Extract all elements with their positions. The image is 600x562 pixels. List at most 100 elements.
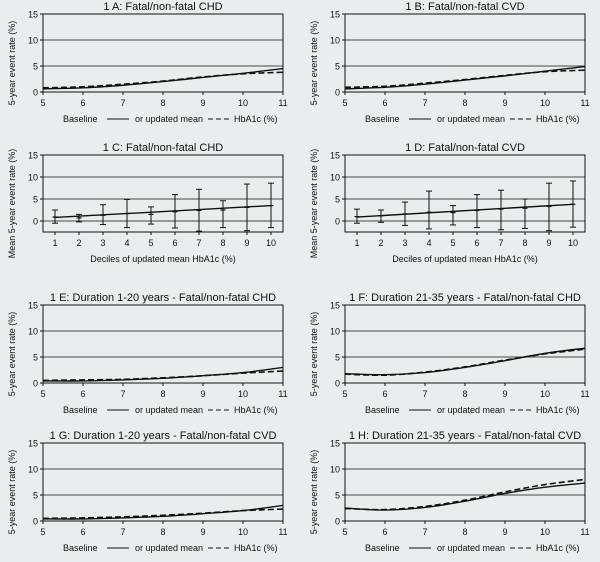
baseline-line — [42, 67, 284, 90]
error-bar — [268, 182, 274, 229]
error-bar — [426, 190, 432, 230]
y-tick-label: 0 — [335, 379, 340, 389]
x-tick-label: 9 — [244, 238, 249, 248]
updated-mean-line — [344, 69, 586, 89]
y-tick-label: 10 — [28, 327, 38, 337]
x-label-updated: or updated mean — [135, 114, 203, 124]
x-tick-label: 10 — [540, 98, 550, 108]
y-tick-label: 15 — [330, 151, 340, 161]
x-tick-label: 6 — [382, 389, 387, 399]
chart-title: 1 A: Fatal/non-fatal CHD — [103, 1, 222, 13]
y-tick-label: 5 — [33, 195, 38, 205]
x-label-updated: or updated mean — [437, 543, 505, 553]
x-tick-label: 7 — [498, 238, 503, 248]
x-tick-label: 11 — [278, 98, 287, 108]
x-tick-label: 7 — [120, 527, 125, 537]
chart-title: 1 H: Duration 21-35 years - Fatal/non-fa… — [349, 430, 581, 442]
y-tick-label: 5 — [33, 353, 38, 363]
x-tick-label: 7 — [196, 238, 201, 248]
x-tick-label: 11 — [278, 527, 287, 537]
updated-mean-line — [42, 508, 284, 520]
y-tick-label: 15 — [28, 439, 38, 449]
x-label-hba1c: HbA1c (%) — [536, 114, 580, 124]
y-tick-label: 0 — [335, 88, 340, 98]
plot-frame — [42, 304, 284, 384]
x-tick-label: 5 — [342, 527, 347, 537]
error-bar — [378, 209, 384, 223]
baseline-line — [344, 482, 586, 511]
y-tick-label: 0 — [33, 88, 38, 98]
x-tick-label: 5 — [342, 389, 347, 399]
y-tick-label: 5 — [335, 62, 340, 72]
x-label-updated: or updated mean — [135, 543, 203, 553]
y-tick-label: 0 — [335, 217, 340, 227]
x-label-updated: or updated mean — [437, 405, 505, 415]
x-tick-label: 10 — [238, 389, 248, 399]
chart-title: 1 F: Duration 21-35 years - Fatal/non-fa… — [349, 292, 581, 304]
x-tick-label: 5 — [342, 98, 347, 108]
chart-title: 1 D: Fatal/non-fatal CVD — [405, 142, 525, 154]
error-bar — [52, 209, 58, 224]
updated-mean-line — [344, 348, 586, 377]
x-tick-label: 6 — [382, 98, 387, 108]
x-label-hba1c: HbA1c (%) — [234, 405, 278, 415]
error-bar — [244, 183, 250, 232]
y-tick-label: 0 — [33, 517, 38, 527]
error-bar — [76, 213, 82, 223]
y-axis-label: 5-year event rate (%) — [309, 21, 319, 106]
y-tick-label: 15 — [330, 301, 340, 311]
x-tick-label: 5 — [148, 238, 153, 248]
error-bar — [220, 200, 226, 229]
x-tick-label: 1 — [52, 238, 57, 248]
x-axis-label: Deciles of updated mean HbA1c (%) — [392, 254, 538, 264]
x-tick-label: 7 — [422, 389, 427, 399]
trend-line — [356, 203, 574, 218]
chart-title: 1 C: Fatal/non-fatal CHD — [103, 142, 223, 154]
x-tick-label: 9 — [502, 389, 507, 399]
x-tick-label: 8 — [522, 238, 527, 248]
x-label-updated: or updated mean — [135, 405, 203, 415]
x-tick-label: 9 — [200, 98, 205, 108]
y-tick-label: 10 — [28, 36, 38, 46]
plot-frame — [344, 154, 586, 233]
chart-title: 1 G: Duration 1-20 years - Fatal/non-fat… — [50, 430, 277, 442]
x-tick-label: 8 — [160, 98, 165, 108]
x-tick-label: 9 — [200, 389, 205, 399]
y-tick-label: 5 — [335, 353, 340, 363]
x-tick-label: 5 — [450, 238, 455, 248]
error-bar — [570, 180, 576, 228]
x-tick-label: 10 — [238, 527, 248, 537]
y-tick-label: 10 — [28, 173, 38, 183]
x-label-hba1c: HbA1c (%) — [234, 114, 278, 124]
x-tick-label: 5 — [40, 527, 45, 537]
y-axis-label: 5-year event rate (%) — [7, 312, 17, 397]
x-tick-label: 9 — [200, 527, 205, 537]
y-axis-label: 5-year event rate (%) — [309, 312, 319, 397]
y-tick-label: 15 — [28, 151, 38, 161]
error-bar — [196, 188, 202, 232]
baseline-line — [42, 366, 284, 382]
chart-title: 1 B: Fatal/non-fatal CVD — [405, 1, 524, 13]
y-tick-label: 15 — [28, 10, 38, 20]
error-bar — [148, 206, 154, 225]
x-tick-label: 11 — [580, 527, 589, 537]
x-tick-label: 10 — [238, 98, 248, 108]
plot-frame — [42, 154, 284, 233]
x-tick-label: 8 — [462, 527, 467, 537]
x-tick-label: 7 — [120, 389, 125, 399]
panel-1g: 1 G: Duration 1-20 years - Fatal/non-fat… — [7, 430, 288, 553]
x-tick-label: 6 — [80, 389, 85, 399]
x-tick-label: 10 — [266, 238, 276, 248]
plot-frame — [344, 442, 586, 522]
error-bar — [172, 194, 178, 229]
y-tick-label: 10 — [330, 36, 340, 46]
y-tick-label: 0 — [33, 379, 38, 389]
y-tick-label: 0 — [335, 517, 340, 527]
x-tick-label: 3 — [100, 238, 105, 248]
x-label-baseline: Baseline — [63, 543, 98, 553]
x-tick-label: 10 — [540, 389, 550, 399]
baseline-line — [344, 65, 586, 90]
